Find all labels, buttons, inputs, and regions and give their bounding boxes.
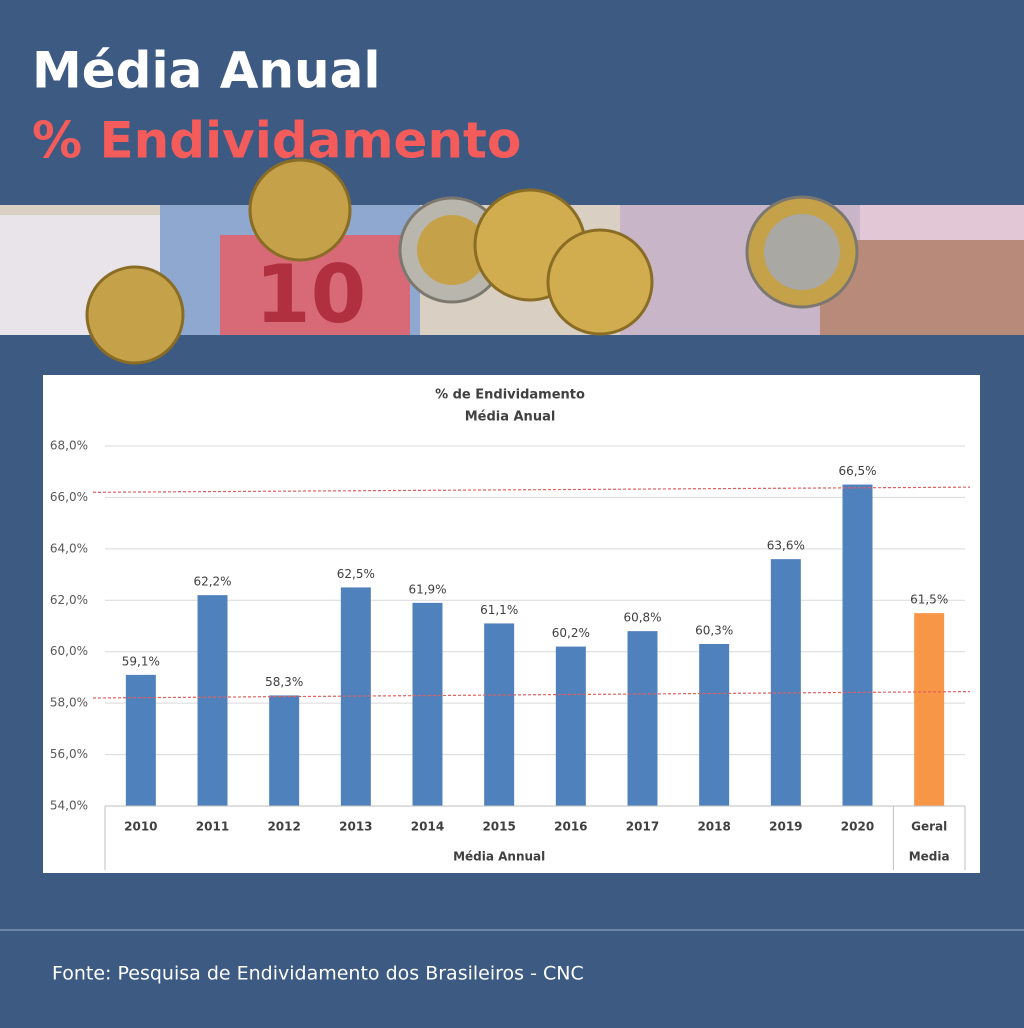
page-title: Média Anual (32, 42, 381, 100)
y-tick-label: 54,0% (50, 799, 88, 813)
x-tick-label: 2017 (626, 820, 659, 834)
bar (125, 674, 156, 806)
bar (412, 602, 443, 806)
value-label: 60,3% (695, 624, 733, 638)
bar (484, 623, 515, 806)
value-label: 58,3% (265, 675, 303, 689)
x-tick-label: 2011 (196, 820, 229, 834)
value-label: 63,6% (767, 539, 805, 553)
bar (842, 484, 873, 806)
bar (770, 559, 801, 806)
source: Fonte: Pesquisa de Endividamento dos Bra… (52, 963, 584, 985)
bar (197, 595, 228, 806)
y-tick-label: 56,0% (50, 747, 88, 761)
x-tick-label: 2016 (554, 820, 587, 834)
value-label: 59,1% (122, 654, 160, 668)
x-tick-label: 2018 (697, 820, 730, 834)
value-label: 60,8% (623, 611, 661, 625)
y-tick-label: 64,0% (50, 541, 88, 555)
chart-title: % de Endividamento (435, 388, 585, 403)
bar (555, 646, 586, 806)
bar (269, 695, 300, 806)
x-tick-label: 2012 (267, 820, 300, 834)
x-tick-label: 2013 (339, 820, 372, 834)
chart: % de Endividamento Média Anual 54,0% 56,0… (50, 388, 971, 870)
x-tick-label: 2014 (411, 820, 444, 834)
value-label: 61,9% (408, 582, 446, 596)
group-label: Media (909, 850, 950, 864)
group-label: Média Annual (453, 850, 545, 864)
reference-line (92, 486, 971, 493)
reference-line (92, 690, 971, 699)
value-label: 60,2% (552, 626, 590, 640)
x-tick-label: Geral (911, 820, 947, 834)
x-tick-label: 2020 (841, 820, 874, 834)
x-tick-label: 2019 (769, 820, 802, 834)
y-tick-label: 58,0% (50, 696, 88, 710)
value-label: 61,1% (480, 603, 518, 617)
chart-subtitle: Média Anual (465, 410, 556, 425)
page-subtitle: % Endividamento (32, 112, 521, 170)
value-label: 62,2% (193, 575, 231, 589)
value-label: 66,5% (838, 464, 876, 478)
x-tick-label: 2010 (124, 820, 157, 834)
bar (914, 613, 945, 806)
bar (699, 644, 730, 806)
bar (627, 631, 658, 806)
y-tick-label: 60,0% (50, 644, 88, 658)
value-label: 62,5% (337, 567, 375, 581)
value-label: 61,5% (910, 593, 948, 607)
svg-text:10: 10 (255, 248, 366, 341)
y-tick-label: 62,0% (50, 593, 88, 607)
x-tick-label: 2015 (482, 820, 515, 834)
photo-strip: 10 (0, 158, 1024, 365)
y-tick-label: 66,0% (50, 490, 88, 504)
y-tick-label: 68,0% (50, 439, 88, 453)
